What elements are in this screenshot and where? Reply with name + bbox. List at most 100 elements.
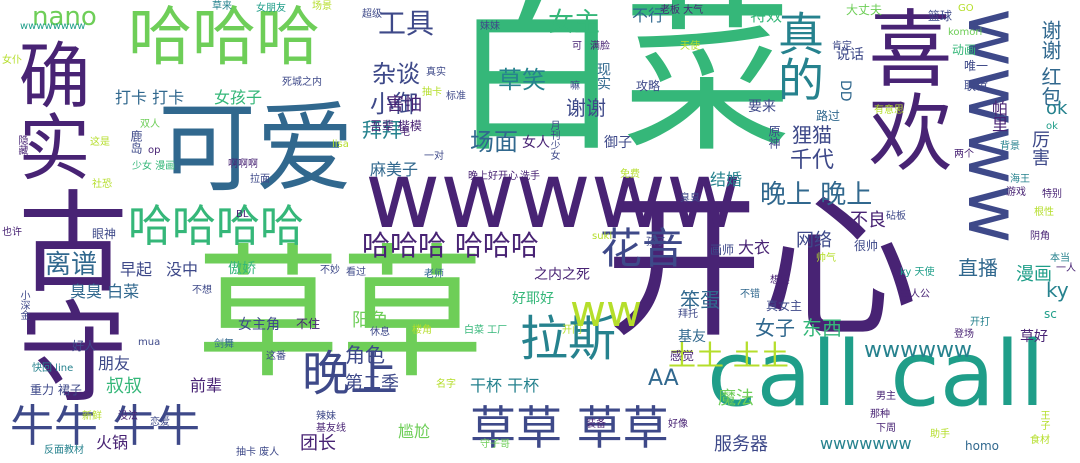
word-yangjiao: 阳角 [352, 310, 388, 331]
word-yaolai: 要来 [748, 99, 776, 115]
word-aa: AA [648, 366, 679, 391]
word-shuangren: 双人 [140, 119, 160, 130]
word-lianai: 恋爱 [150, 417, 170, 428]
word-zhineizhisi: 之内之死 [534, 267, 590, 283]
word-laoshi: 老师 [424, 269, 444, 280]
word-ok: ok [1046, 98, 1068, 119]
word-lihai: 厉害 [1029, 130, 1050, 166]
word-ok-small: ok [1046, 121, 1058, 132]
word-xiuxi: 休息 [370, 327, 390, 338]
word-shushu: 叔叔 [106, 376, 142, 397]
word-caolai: 草来 [212, 1, 232, 12]
word-wangzi: 王子 [1038, 410, 1049, 430]
word-yidui: 一对 [424, 151, 444, 162]
word-kaida: 开打 [970, 317, 990, 328]
word-shaonv-manhua: 少女 漫画 [132, 161, 176, 172]
word-chouka-feiren: 抽卡 废人 [236, 447, 280, 458]
word-yuekanshaonv: 月刊少女 [548, 120, 559, 160]
word-meizhong: 没中 [166, 260, 199, 279]
word-haoren: 好人 [72, 339, 97, 353]
word-youyisi: 有意思 [874, 105, 904, 116]
word-mianfei: 免费 [620, 169, 640, 180]
word-xianshi: 现实 [595, 62, 611, 90]
word-beijing: 背景 [1000, 141, 1020, 152]
word-haoxiang: 好像 [668, 419, 688, 430]
word-zhende: 真的 [771, 10, 825, 102]
word-kaixin: 开心 [606, 177, 918, 359]
word-homo: homo [965, 439, 999, 453]
word-jiyouxian: 基友线 [316, 423, 346, 434]
word-liangge: 两个 [954, 149, 974, 160]
word-lipu: 离谱 [45, 250, 98, 280]
word-chouchou: 臭臭 [680, 193, 700, 204]
word-yiren: 一人 [1056, 263, 1076, 274]
word-manhua: 漫画 [1016, 264, 1052, 285]
word-keai: 可爱 [158, 92, 355, 206]
word-tianshi: 天使 [680, 41, 700, 52]
word-ke: 可 [572, 41, 582, 52]
word-wwww: wwww [952, 8, 1036, 244]
word-yanshen: 眼神 [92, 227, 117, 241]
word-manlian: 满脸 [590, 41, 610, 52]
word-lisa: lisa [332, 139, 349, 150]
word-haipa: 害怕 [386, 94, 422, 115]
word-tebie: 特别 [1042, 189, 1062, 200]
word-meimei: 妹妹 [480, 21, 500, 32]
word-zhefan: 这番 [266, 351, 286, 362]
word-wanshang-big: 晚上 [302, 346, 399, 402]
word-yuanshen: 原神 [767, 125, 781, 149]
word-changjing: 场景 [312, 1, 332, 12]
word-ganbei: 干杯 干杯 [470, 376, 540, 395]
word-dayi: 大衣 [738, 238, 771, 257]
word-jiyou: 基友 [678, 329, 706, 345]
word-caocao-caocao: 草草 草草 [470, 401, 669, 455]
word-yexu: 也许 [2, 227, 22, 238]
word-zaoqi: 早起 [120, 260, 153, 279]
word-huoguo: 火锅 [96, 433, 129, 452]
word-ma: 嘛 [570, 81, 580, 92]
word-huashi: 画师 [710, 243, 735, 257]
word-niuniu: 牛牛 牛牛 [10, 401, 200, 452]
word-nvpu: 女仆 [2, 55, 22, 66]
word-buliang: 不良 [850, 210, 886, 231]
word-xiexie-hongbao: 谢谢 红包 [1038, 20, 1062, 107]
word-nvzi: 女子 [755, 316, 795, 340]
word-aojiao: 傲娇 [228, 261, 256, 277]
word-nvzhujiao: 女主角 [238, 317, 280, 333]
word-zhanban: 砧板 [886, 211, 906, 222]
word-gonglue: 攻略 [636, 79, 661, 93]
word-kending: 肯定 [832, 41, 852, 52]
word-buxiang: 不想 [192, 285, 212, 296]
word-zatan: 杂谈 [372, 60, 420, 88]
word-shuaiqi: 帅气 [816, 253, 836, 264]
word-chouka: 抽卡 [422, 87, 442, 98]
word-gushou: 古守 [0, 185, 127, 405]
word-xinxian: 新鲜 [82, 411, 102, 422]
word-bumiao: 不妙 [320, 265, 340, 276]
word-buxing: 不行 [632, 6, 665, 25]
word-haoyehao: 好耶好 [512, 291, 554, 307]
word-haiwang: 海王 [1010, 174, 1030, 185]
word-xiaoyu: 小御 [370, 90, 418, 118]
word-kuaihui-line: 快回 line [32, 363, 74, 374]
word-dongxi: 东西 [802, 316, 842, 340]
word-lanqiu: 篮球 [928, 9, 953, 23]
word-ky-tianshi: ky 天使 [900, 267, 935, 278]
word-baicai: 白菜 [452, 0, 793, 176]
word-dengchang: 登场 [954, 329, 974, 340]
word-zhuangbei: 装备 [586, 419, 606, 430]
word-hahaha-hahaha: 哈哈哈 哈哈哈 [362, 229, 539, 262]
word-zhenshi: 真实 [426, 67, 446, 78]
word-xishou: 洗手 [520, 171, 540, 182]
word-shicai: 食材 [1030, 435, 1050, 446]
word-genxing: 根性 [1034, 207, 1054, 218]
word-jiaose: 角色 [345, 343, 385, 367]
word-nvpengyou: 女朋友 [256, 3, 286, 14]
word-suki: suki [592, 231, 613, 242]
word-lamian: 拉面 [250, 174, 270, 185]
word-shouzige: 守子哥 [480, 439, 510, 450]
word-jianwu: 剑舞 [214, 339, 234, 350]
word-wwwww: wwwww [365, 142, 742, 249]
word-fuwuqi: 服务器 [714, 434, 768, 455]
